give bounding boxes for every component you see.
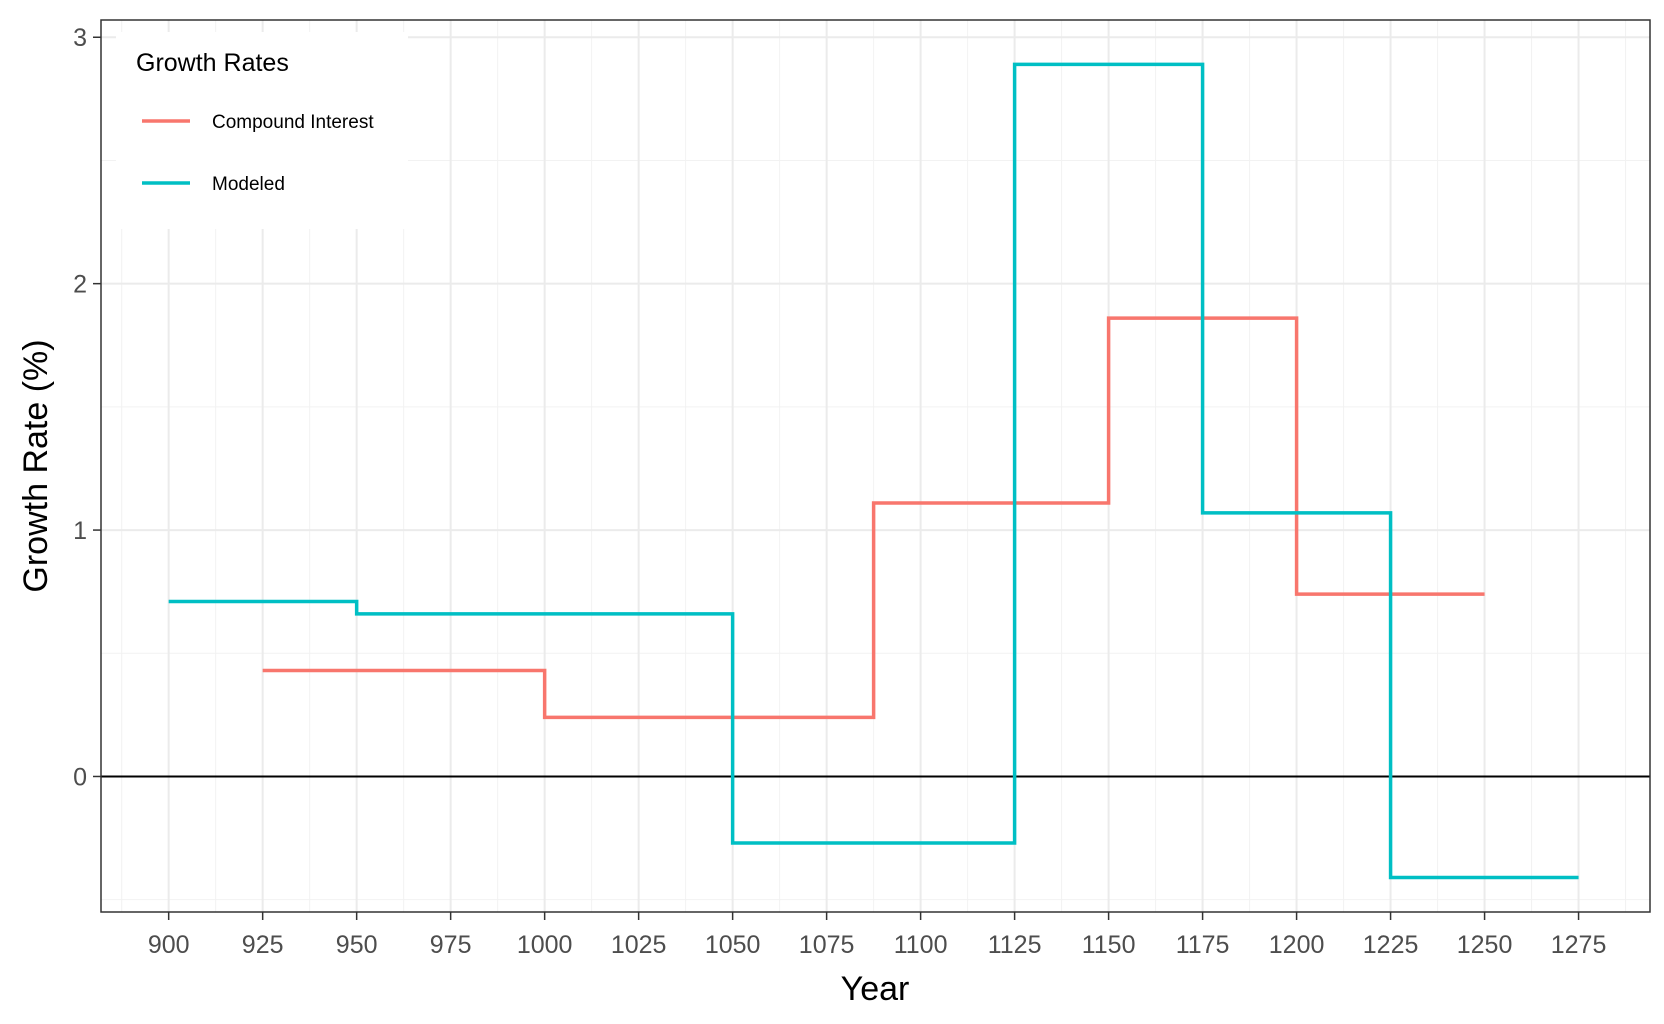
y-tick-label: 1 — [73, 517, 87, 545]
legend-label-compound-interest: Compound Interest — [212, 112, 374, 133]
x-tick-label: 975 — [430, 931, 472, 959]
series-line-compound-interest — [262, 316, 1485, 720]
y-tick-label: 3 — [73, 24, 87, 52]
x-tick-label: 1075 — [799, 931, 855, 959]
y-axis-title: Growth Rate (%) — [17, 339, 55, 592]
x-tick-label: 1025 — [611, 931, 667, 959]
x-tick-label: 1100 — [894, 931, 948, 959]
legend-label-modeled: Modeled — [212, 174, 285, 195]
x-tick-label: 1175 — [1176, 931, 1230, 959]
x-tick-label: 925 — [242, 931, 284, 959]
x-tick-label: 950 — [336, 931, 378, 959]
legend: Growth Rates Compound Interest Modeled — [116, 32, 408, 229]
series-layer — [168, 62, 1579, 880]
legend-title: Growth Rates — [136, 49, 289, 77]
x-tick-label: 1125 — [988, 931, 1042, 959]
legend-background — [116, 32, 408, 229]
y-axis: 0 1 2 3 — [73, 24, 101, 791]
x-tick-label: 1250 — [1457, 931, 1513, 959]
x-tick-label: 1000 — [517, 931, 573, 959]
plot-panel-border — [100, 19, 1651, 913]
y-tick-label: 2 — [73, 271, 87, 299]
y-tick-label: 0 — [73, 763, 87, 791]
x-tick-label: 1275 — [1551, 931, 1607, 959]
x-tick-label: 1225 — [1363, 931, 1419, 959]
x-tick-label: 1150 — [1082, 931, 1136, 959]
x-tick-label: 1050 — [705, 931, 761, 959]
x-axis-title: Year — [841, 970, 910, 1008]
x-tick-label: 900 — [148, 931, 190, 959]
x-tick-label: 1200 — [1269, 931, 1325, 959]
series-line-modeled — [168, 62, 1579, 880]
x-axis: 900 925 950 975 1000 1025 1050 1075 1100 1125 1150… — [148, 912, 1607, 959]
